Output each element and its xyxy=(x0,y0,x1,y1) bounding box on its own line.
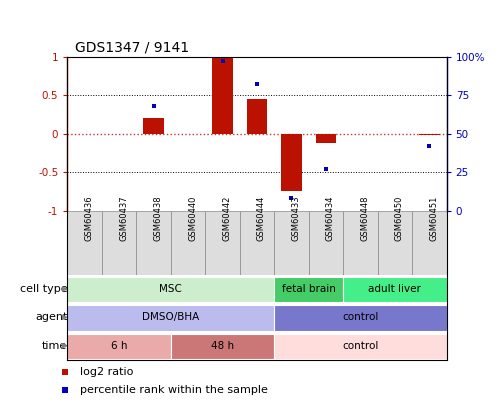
FancyBboxPatch shape xyxy=(274,277,343,302)
Text: control: control xyxy=(342,312,379,322)
Text: GSM60450: GSM60450 xyxy=(395,196,404,241)
FancyBboxPatch shape xyxy=(171,211,205,275)
Bar xyxy=(281,134,302,191)
FancyBboxPatch shape xyxy=(309,211,343,275)
FancyBboxPatch shape xyxy=(205,211,240,275)
Bar xyxy=(419,134,440,135)
Bar xyxy=(212,57,233,134)
Text: GSM60442: GSM60442 xyxy=(223,196,232,241)
FancyBboxPatch shape xyxy=(67,305,274,330)
Text: DMSO/BHA: DMSO/BHA xyxy=(142,312,200,322)
Text: GSM60434: GSM60434 xyxy=(326,196,335,241)
FancyBboxPatch shape xyxy=(240,211,274,275)
FancyBboxPatch shape xyxy=(343,277,447,302)
FancyBboxPatch shape xyxy=(412,211,447,275)
FancyBboxPatch shape xyxy=(343,211,378,275)
Bar xyxy=(247,99,267,134)
FancyBboxPatch shape xyxy=(274,211,309,275)
Text: cell type: cell type xyxy=(20,284,67,294)
FancyBboxPatch shape xyxy=(102,211,136,275)
Text: GSM60444: GSM60444 xyxy=(257,196,266,241)
Text: GSM60438: GSM60438 xyxy=(154,196,163,241)
Text: 48 h: 48 h xyxy=(211,341,234,351)
Text: fetal brain: fetal brain xyxy=(282,284,336,294)
FancyBboxPatch shape xyxy=(274,305,447,330)
Text: GSM60436: GSM60436 xyxy=(85,196,94,241)
FancyBboxPatch shape xyxy=(67,334,171,359)
FancyBboxPatch shape xyxy=(274,334,447,359)
FancyBboxPatch shape xyxy=(136,211,171,275)
Text: GSM60440: GSM60440 xyxy=(188,196,197,241)
Text: time: time xyxy=(42,341,67,351)
Text: agent: agent xyxy=(35,312,67,322)
Text: percentile rank within the sample: percentile rank within the sample xyxy=(80,385,268,395)
FancyBboxPatch shape xyxy=(378,211,412,275)
FancyBboxPatch shape xyxy=(67,277,274,302)
Text: adult liver: adult liver xyxy=(368,284,421,294)
Text: GSM60448: GSM60448 xyxy=(360,196,369,241)
Bar xyxy=(143,118,164,134)
Text: GDS1347 / 9141: GDS1347 / 9141 xyxy=(75,40,189,54)
Bar xyxy=(315,134,336,143)
FancyBboxPatch shape xyxy=(171,334,274,359)
Text: GSM60433: GSM60433 xyxy=(291,196,300,241)
Text: GSM60451: GSM60451 xyxy=(429,196,438,241)
Text: log2 ratio: log2 ratio xyxy=(80,367,133,377)
Text: 6 h: 6 h xyxy=(111,341,127,351)
FancyBboxPatch shape xyxy=(67,211,102,275)
Text: MSC: MSC xyxy=(159,284,182,294)
Text: control: control xyxy=(342,341,379,351)
Text: GSM60437: GSM60437 xyxy=(119,196,128,241)
